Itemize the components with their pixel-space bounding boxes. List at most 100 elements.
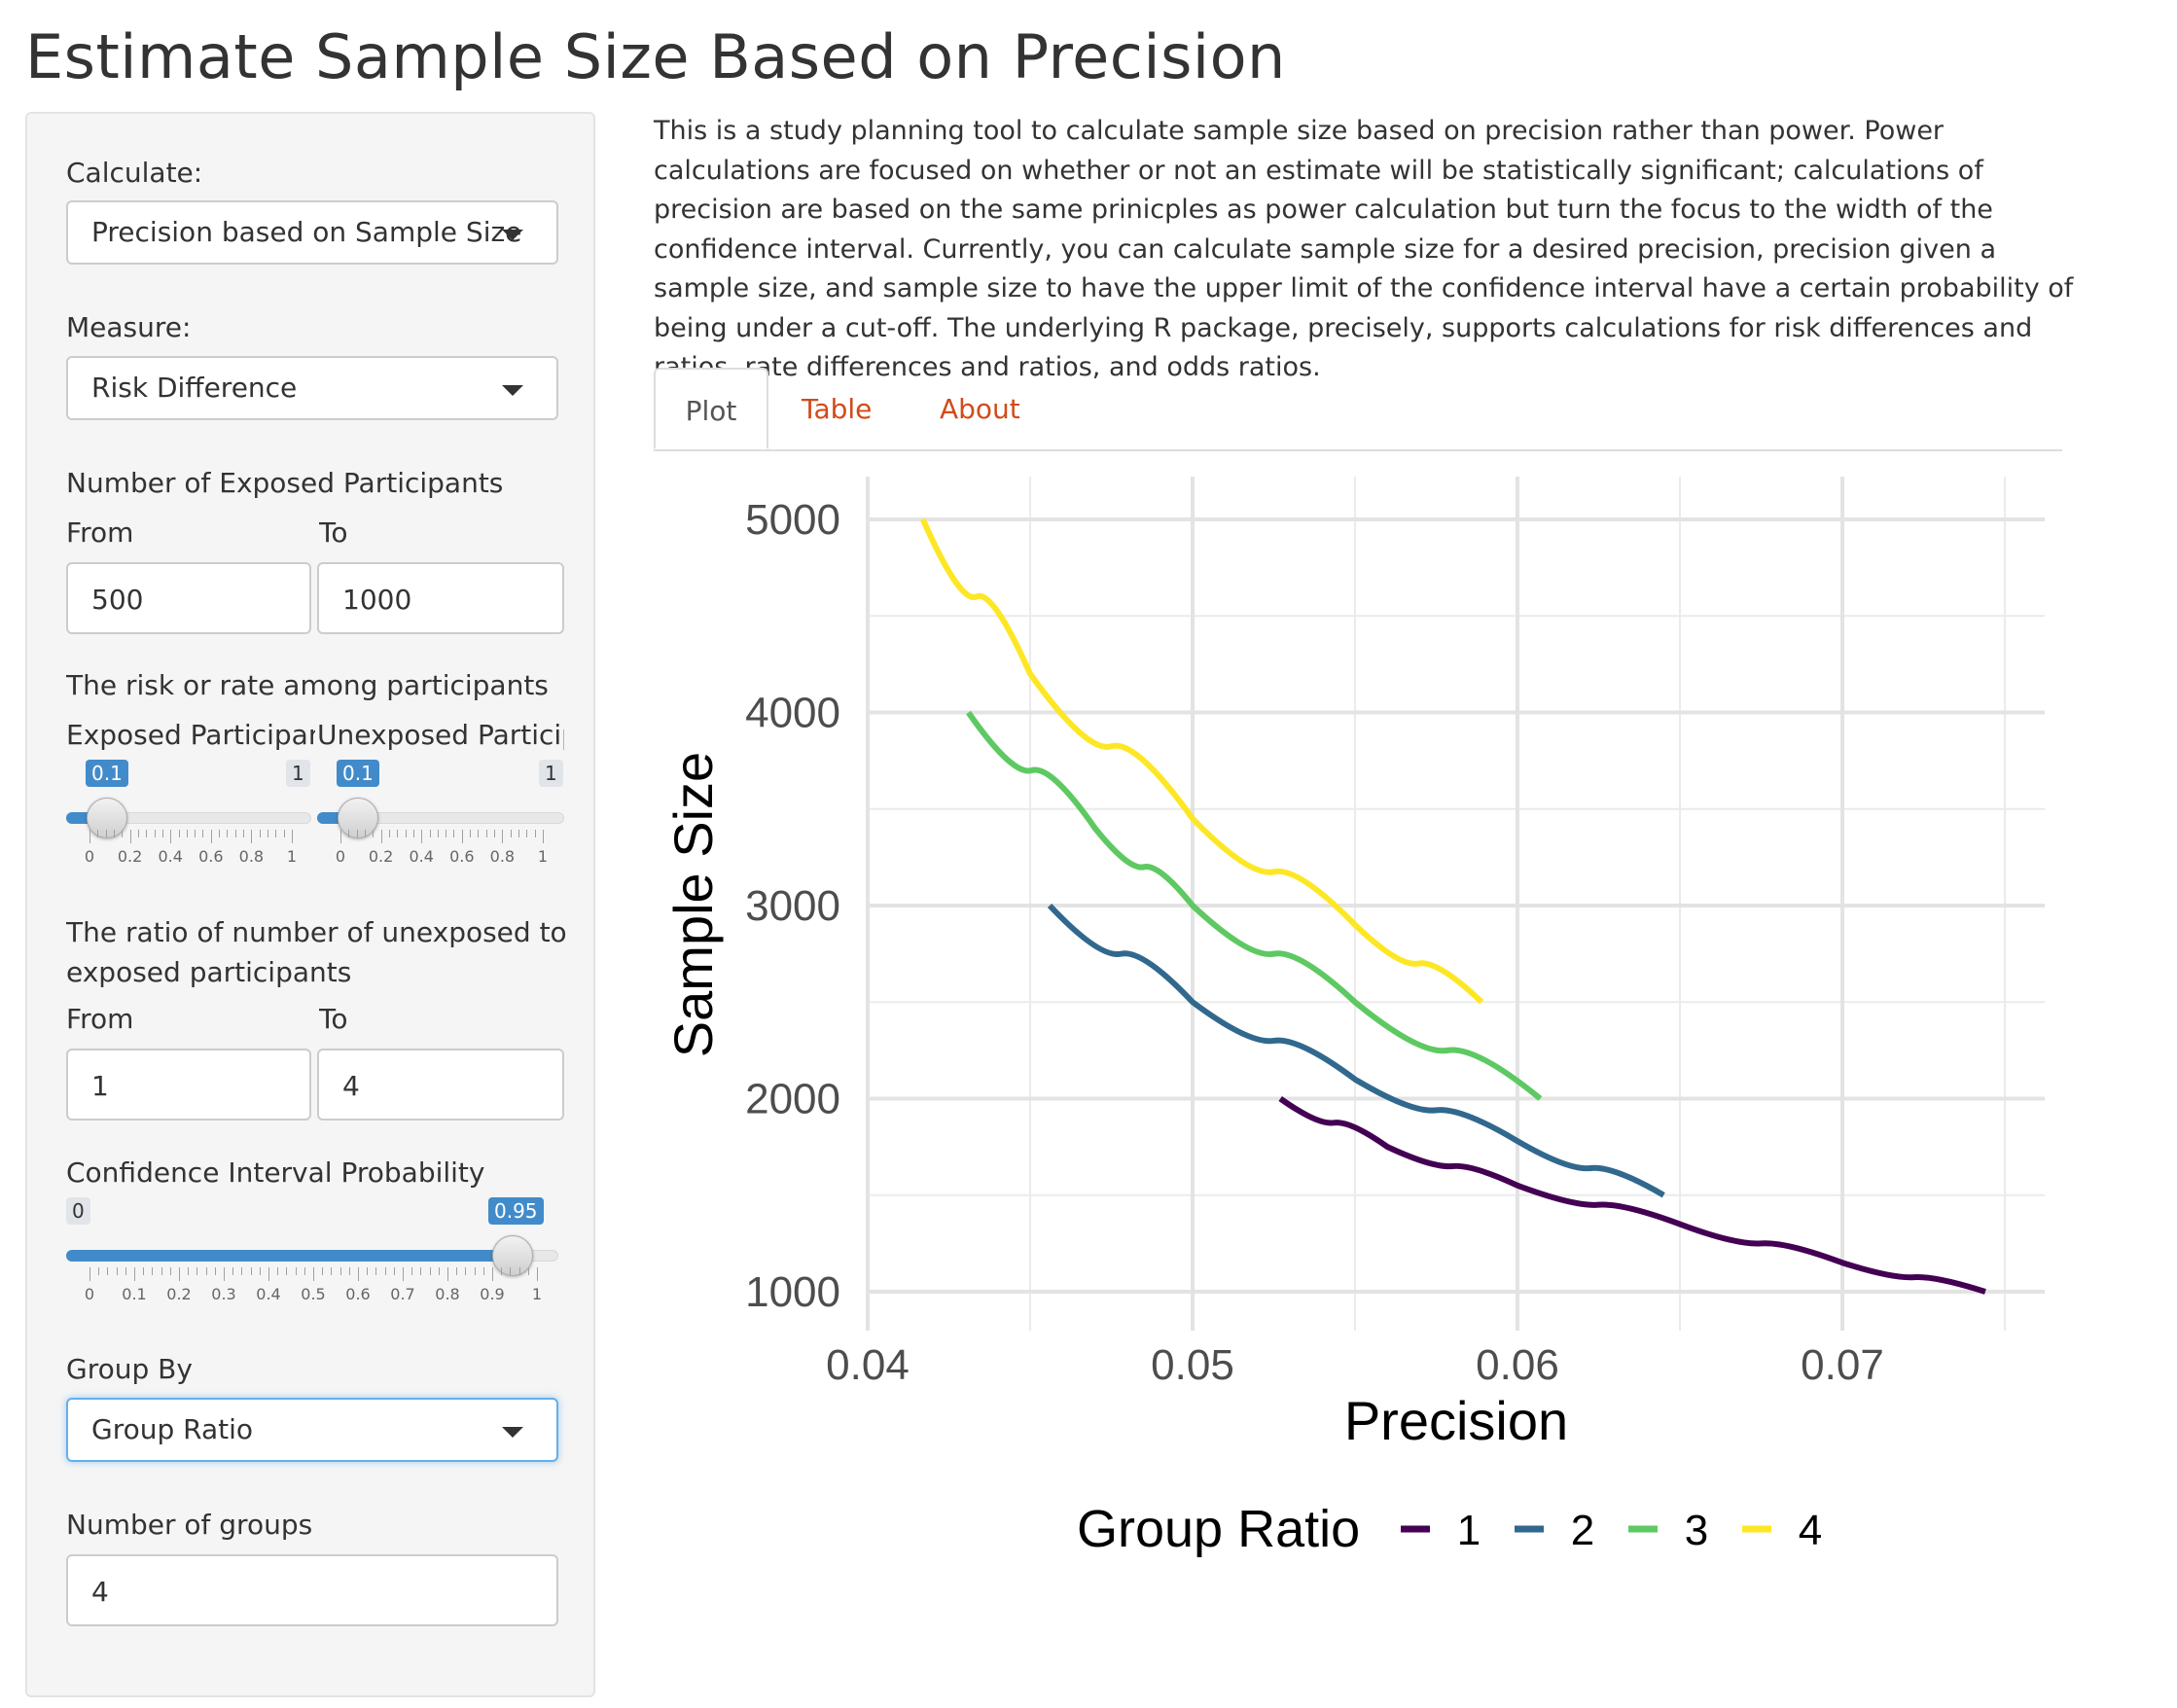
slider-tick <box>367 1267 369 1275</box>
group-by-select[interactable]: Group Ratio <box>66 1398 558 1462</box>
slider-tick <box>421 830 423 843</box>
slider-tick <box>456 1267 458 1275</box>
slider-tick <box>116 1267 118 1275</box>
slider-handle[interactable] <box>338 798 378 838</box>
slider-tick <box>97 830 99 837</box>
ci-value-bubble: 0.95 <box>488 1197 544 1225</box>
slider-tick <box>243 830 245 837</box>
slider-tick <box>137 830 139 837</box>
unexposed-risk-max-bubble: 1 <box>539 760 563 787</box>
tab-plot[interactable]: Plot <box>654 368 768 449</box>
slider-tick-label: 0 <box>84 847 95 866</box>
num-groups-label: Number of groups <box>66 1509 313 1541</box>
ci-slider[interactable]: 0 0.95 0 0.1 0.2 0.3 0.4 0.5 0.6 0.7 0.8 0.9 1 <box>66 1197 558 1324</box>
slider-tick <box>340 830 341 843</box>
x-tick-label: 0.06 <box>1476 1341 1559 1389</box>
slider-tick <box>373 830 375 837</box>
exposed-to-input[interactable]: 1000 <box>317 562 564 634</box>
slider-tick <box>420 1267 422 1275</box>
slider-handle[interactable] <box>87 798 127 838</box>
slider-tick <box>275 830 277 837</box>
exposed-from-label: From <box>66 516 134 549</box>
slider-tick <box>412 830 414 837</box>
y-tick-label: 3000 <box>745 882 840 930</box>
ci-label: Confidence Interval Probability <box>66 1156 485 1189</box>
ratio-from-input[interactable]: 1 <box>66 1049 311 1121</box>
exposed-risk-slider[interactable]: 0.1 1 0 0.2 0.4 0.6 0.8 1 <box>66 760 311 876</box>
slider-tick <box>356 830 358 837</box>
exposed-risk-label: Exposed Participant <box>66 719 315 751</box>
measure-select[interactable]: Risk Difference <box>66 356 558 420</box>
slider-tick-label: 0.5 <box>301 1285 326 1303</box>
slider-tick-label: 0.9 <box>480 1285 505 1303</box>
slider-tick <box>122 830 124 837</box>
slider-ticks: 0 0.2 0.4 0.6 0.8 1 <box>336 830 548 866</box>
page-title: Estimate Sample Size Based on Precision <box>25 21 1286 92</box>
exposed-to-label: To <box>319 516 348 549</box>
ratio-from-label: From <box>66 1003 134 1035</box>
tab-table[interactable]: Table <box>802 393 873 425</box>
slider-tick <box>461 830 463 843</box>
slider-tick <box>478 830 480 837</box>
ratio-to-input[interactable]: 4 <box>317 1049 564 1121</box>
series-line-4 <box>920 517 1484 1005</box>
slider-tick <box>98 1267 100 1275</box>
slider-tick <box>107 1267 109 1275</box>
slider-tick <box>482 1267 484 1275</box>
plot-area: 0.04 0.05 0.06 0.07 1000 2000 3000 4000 5000 Prec… <box>654 457 2074 1624</box>
slider-tick <box>375 1267 377 1275</box>
slider-tick <box>534 830 536 837</box>
unexposed-risk-slider[interactable]: 0.1 1 0 0.2 0.4 0.6 0.8 1 <box>317 760 564 876</box>
slider-tick <box>259 1267 261 1275</box>
slider-tick <box>470 830 472 837</box>
exposed-from-input[interactable]: 500 <box>66 562 311 634</box>
legend-label-2: 2 <box>1571 1507 1594 1554</box>
slider-tick <box>113 830 115 837</box>
slider-tick <box>384 1267 386 1275</box>
exposed-from-value: 500 <box>91 584 144 616</box>
slider-tick <box>527 1267 529 1275</box>
y-axis-title: Sample Size <box>662 752 724 1057</box>
slider-tick-label: 0.2 <box>166 1285 192 1303</box>
slider-tick <box>161 1267 162 1275</box>
num-groups-value: 4 <box>91 1576 109 1608</box>
sample-size-chart: 0.04 0.05 0.06 0.07 1000 2000 3000 4000 5000 Prec… <box>662 477 2045 1558</box>
legend-label-3: 3 <box>1685 1507 1708 1554</box>
ratio-to-label: To <box>319 1003 348 1035</box>
slider-tick <box>543 830 544 843</box>
y-tick-label: 4000 <box>745 690 840 737</box>
num-groups-input[interactable]: 4 <box>66 1554 558 1626</box>
calculate-select-value: Precision based on Sample Size <box>91 216 522 248</box>
slider-tick <box>146 830 148 837</box>
slider-tick <box>251 830 253 843</box>
slider-tick <box>219 830 221 837</box>
slider-tick <box>170 830 172 843</box>
tab-about[interactable]: About <box>940 393 1020 425</box>
unexposed-risk-value-bubble: 0.1 <box>337 760 379 787</box>
y-tick-label: 1000 <box>745 1268 840 1316</box>
slider-tick <box>186 830 188 837</box>
slider-tick <box>195 830 196 837</box>
slider-tick <box>283 830 285 837</box>
slider-tick <box>154 830 156 837</box>
series-line-2 <box>1047 903 1665 1198</box>
slider-tick <box>502 830 504 843</box>
slider-tick <box>405 830 407 837</box>
slider-tick <box>411 1267 413 1275</box>
exposed-participants-label: Number of Exposed Participants <box>66 467 504 499</box>
slider-tick <box>438 1267 440 1275</box>
slider-tick <box>196 1267 198 1275</box>
slider-tick <box>331 1267 333 1275</box>
slider-handle[interactable] <box>492 1235 533 1276</box>
slider-tick <box>292 830 293 843</box>
series-line-1 <box>1278 1096 1986 1295</box>
calculate-label: Calculate: <box>66 157 203 189</box>
slider-tick <box>214 1267 216 1275</box>
unexposed-risk-label: Unexposed Participa <box>317 719 564 751</box>
exposed-risk-value-bubble: 0.1 <box>86 760 128 787</box>
slider-ticks: 0 0.2 0.4 0.6 0.8 1 <box>85 830 297 866</box>
measure-label: Measure: <box>66 311 192 343</box>
slider-tick <box>537 1267 538 1281</box>
calculate-select[interactable]: Precision based on Sample Size <box>66 200 558 265</box>
slider-tick <box>393 1267 395 1275</box>
